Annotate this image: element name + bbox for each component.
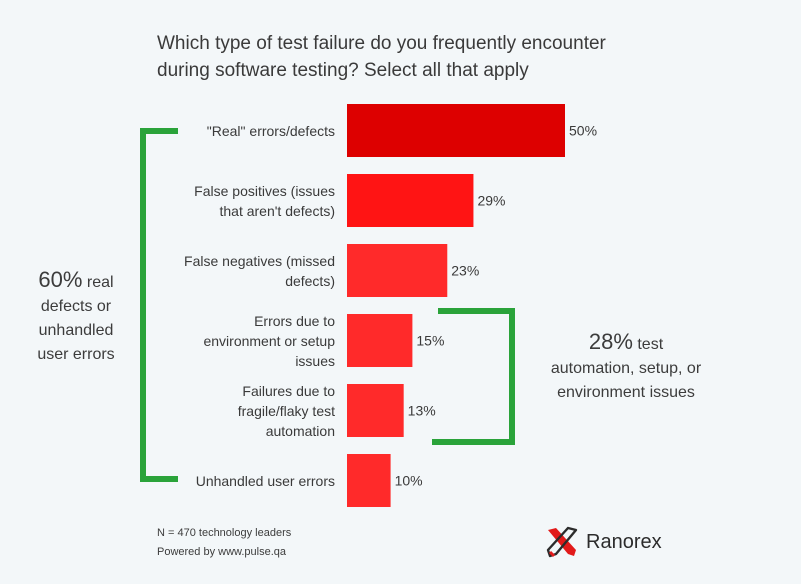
- category-label: False positives (issues that aren't defec…: [145, 181, 335, 221]
- category-label-line: "Real" errors/defects: [206, 122, 335, 139]
- bracket-right: [432, 308, 515, 445]
- annotation-left-text: user errors: [37, 346, 115, 363]
- category-label-line: Errors due to: [254, 312, 335, 329]
- brand-name: Ranorex: [586, 530, 662, 553]
- category-label-line: automation: [265, 422, 335, 439]
- annotation-right-text: test: [637, 336, 664, 353]
- category-label-line: Unhandled user errors: [195, 472, 335, 489]
- source-note: Powered by www.pulse.qa: [157, 546, 287, 558]
- category-label: Errors due to environment or setup issues: [145, 311, 335, 371]
- bar: [347, 104, 565, 157]
- category-label-line: False positives (issues: [194, 182, 335, 199]
- annotation-left-text: defects or: [40, 298, 112, 315]
- bar: [347, 174, 474, 227]
- brand: Ranorex: [544, 524, 662, 560]
- category-label-line: environment or setup: [203, 332, 335, 349]
- category-label-line: fragile/flaky test: [237, 402, 335, 419]
- category-label: False negatives (missed defects): [145, 251, 335, 291]
- bar: [347, 314, 413, 367]
- category-label-line: issues: [295, 352, 335, 369]
- annotation-right-text: automation, setup, or: [550, 360, 702, 377]
- chart-title-line: Which type of test failure do you freque…: [157, 33, 606, 54]
- annotation-left: 60% real defects or unhandled user error…: [20, 268, 132, 367]
- category-label: "Real" errors/defects: [145, 121, 335, 141]
- annotation-left-text: real: [86, 274, 114, 291]
- value-label: 29%: [477, 193, 505, 209]
- value-label: 50%: [569, 123, 597, 139]
- category-label-line: that aren't defects): [219, 202, 335, 219]
- bar: [347, 454, 391, 507]
- annotation-left-text: unhandled: [38, 322, 114, 339]
- ranorex-logo-icon: [546, 526, 578, 558]
- category-label-line: Failures due to: [242, 382, 335, 399]
- annotation-left-pct: 60%: [38, 267, 83, 292]
- value-label: 13%: [408, 403, 436, 419]
- annotation-right-text: environment issues: [557, 384, 695, 401]
- value-label: 15%: [416, 333, 444, 349]
- category-label: Failures due to fragile/flaky test automat…: [145, 381, 335, 441]
- category-label-line: False negatives (missed: [184, 252, 335, 269]
- chart-title-line: during software testing? Select all that…: [157, 60, 529, 81]
- bar: [347, 244, 448, 297]
- sample-size-note: N = 470 technology leaders: [157, 527, 292, 539]
- value-label: 23%: [451, 263, 479, 279]
- bracket-left: [140, 128, 178, 482]
- annotation-right-pct: 28%: [588, 329, 633, 354]
- category-label: Unhandled user errors: [145, 471, 335, 491]
- annotation-right: 28% test automation, setup, or environme…: [526, 330, 726, 405]
- value-label: 10%: [395, 473, 423, 489]
- category-label-line: defects): [285, 272, 335, 289]
- chart-title: Which type of test failure do you freque…: [157, 30, 717, 84]
- bar: [347, 384, 404, 437]
